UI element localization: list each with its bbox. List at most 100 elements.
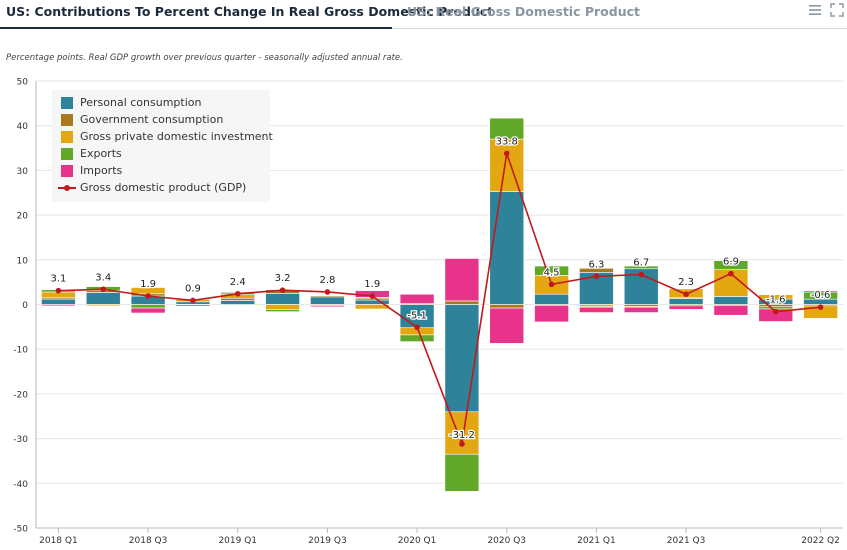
- expand-icon[interactable]: [829, 2, 845, 18]
- x-tick-label: 2018 Q3: [129, 536, 168, 546]
- legend-label: Gross domestic product (GDP): [80, 181, 247, 194]
- bar-segment: [220, 297, 256, 301]
- legend-label: Imports: [80, 164, 123, 177]
- menu-icon[interactable]: [807, 2, 823, 18]
- gdp-data-label: 2.3: [678, 277, 694, 288]
- gdp-data-label: -1.6: [766, 295, 786, 306]
- bar-segment: [489, 117, 525, 140]
- gdp-data-label: 3.1: [50, 274, 66, 285]
- gdp-data-label: 6.9: [723, 257, 739, 268]
- tab-real-gdp[interactable]: US: Real Gross Domestic Product: [407, 4, 640, 19]
- y-tick-label: 20: [17, 212, 29, 222]
- bar-segment: [130, 304, 166, 309]
- bar-segment: [668, 298, 704, 305]
- gdp-data-label: -5.1: [407, 310, 427, 321]
- bar-segment: [41, 298, 76, 305]
- bar-segment: [579, 306, 614, 313]
- x-tick-label: 2019 Q1: [218, 536, 257, 546]
- bar-segment: [265, 304, 300, 310]
- y-tick-label: 40: [17, 122, 29, 132]
- bar-segment: [41, 304, 76, 307]
- bar-segment: [623, 265, 659, 270]
- gdp-data-label: 4.5: [544, 267, 560, 278]
- gdp-point: [683, 291, 689, 298]
- active-tab-indicator: [0, 27, 392, 29]
- gdp-point: [324, 289, 331, 295]
- x-tick-label: 2019 Q3: [308, 536, 347, 546]
- gdp-data-label: 0.9: [185, 283, 201, 294]
- chart-legend: Personal consumption Government consumpt…: [52, 90, 273, 202]
- gdp-point: [414, 324, 420, 331]
- y-tick-label: 50: [17, 78, 29, 88]
- gdp-data-label: 2.8: [319, 275, 335, 286]
- y-tick-label: -30: [13, 435, 28, 445]
- bar-segment: [444, 453, 480, 492]
- gdp-point: [638, 271, 645, 278]
- bar-segment: [713, 305, 749, 316]
- bar-segment: [310, 294, 345, 297]
- legend-swatch: [61, 131, 73, 143]
- gdp-point: [548, 281, 555, 288]
- gdp-data-label: 2.4: [230, 277, 246, 288]
- y-tick-label: -50: [13, 525, 28, 535]
- gdp-data-label: 6.3: [588, 259, 604, 270]
- gdp-data-label: 33.8: [496, 136, 518, 147]
- x-tick-label: 2020 Q1: [398, 536, 437, 546]
- legend-label: Gross private domestic investment: [80, 130, 273, 143]
- bar-segment: [310, 296, 345, 305]
- tab-divider: [0, 28, 847, 29]
- gdp-point: [772, 308, 779, 315]
- bar-segment: [713, 260, 749, 270]
- bar-segment: [489, 191, 525, 305]
- gdp-point: [100, 286, 107, 293]
- gdp-data-label: 1.9: [140, 279, 156, 290]
- x-tick-label: 2018 Q1: [39, 536, 78, 546]
- gdp-data-label: 3.2: [275, 273, 291, 284]
- gdp-point: [145, 293, 151, 299]
- bar-segment: [265, 293, 300, 305]
- bar-segment: [579, 267, 614, 273]
- bar-segment: [534, 293, 569, 305]
- gdp-point: [593, 273, 600, 280]
- legend-dot-marker: [64, 185, 70, 191]
- gdp-point: [817, 304, 824, 310]
- legend-swatch: [61, 97, 73, 109]
- gdp-point: [459, 441, 465, 447]
- tab-contributions[interactable]: US: Contributions To Percent Change In R…: [6, 4, 494, 19]
- gdp-data-label: 1.9: [364, 279, 380, 290]
- legend-label: Government consumption: [80, 113, 224, 126]
- gdp-data-label: 6.7: [633, 258, 649, 269]
- tab-bar: US: Contributions To Percent Change In R…: [0, 0, 847, 29]
- y-tick-label: -10: [13, 346, 28, 356]
- bar-segment: [713, 296, 749, 305]
- gdp-point: [279, 287, 286, 293]
- bar-segment: [758, 306, 794, 310]
- gdp-point: [190, 297, 196, 304]
- bar-segment: [85, 305, 121, 307]
- bar-segment: [489, 304, 525, 309]
- bar-segment: [803, 290, 838, 293]
- gdp-data-label: 3.4: [95, 272, 111, 283]
- legend-swatch: [61, 114, 73, 126]
- gdp-point: [728, 270, 734, 277]
- bar-segment: [399, 334, 435, 342]
- bar-segment: [310, 305, 345, 308]
- bar-segment: [85, 292, 121, 305]
- bar-segment: [354, 304, 390, 310]
- bar-segment: [534, 305, 569, 323]
- bar-segment: [444, 300, 480, 305]
- bar-segment: [399, 293, 435, 304]
- bar-segment: [534, 265, 569, 276]
- x-tick-label: 2020 Q3: [487, 536, 526, 546]
- bar-segment: [175, 304, 211, 307]
- y-tick-label: -20: [13, 390, 28, 400]
- legend-swatch: [61, 165, 73, 177]
- bar-segment: [220, 300, 256, 305]
- gdp-line: [58, 153, 821, 448]
- chart-subtitle: Percentage points. Real GDP growth over …: [6, 53, 403, 63]
- gdp-point: [55, 287, 62, 294]
- x-tick-label: 2021 Q1: [577, 536, 616, 546]
- bar-segment: [489, 307, 525, 344]
- x-tick-label: 2022 Q2: [801, 536, 840, 546]
